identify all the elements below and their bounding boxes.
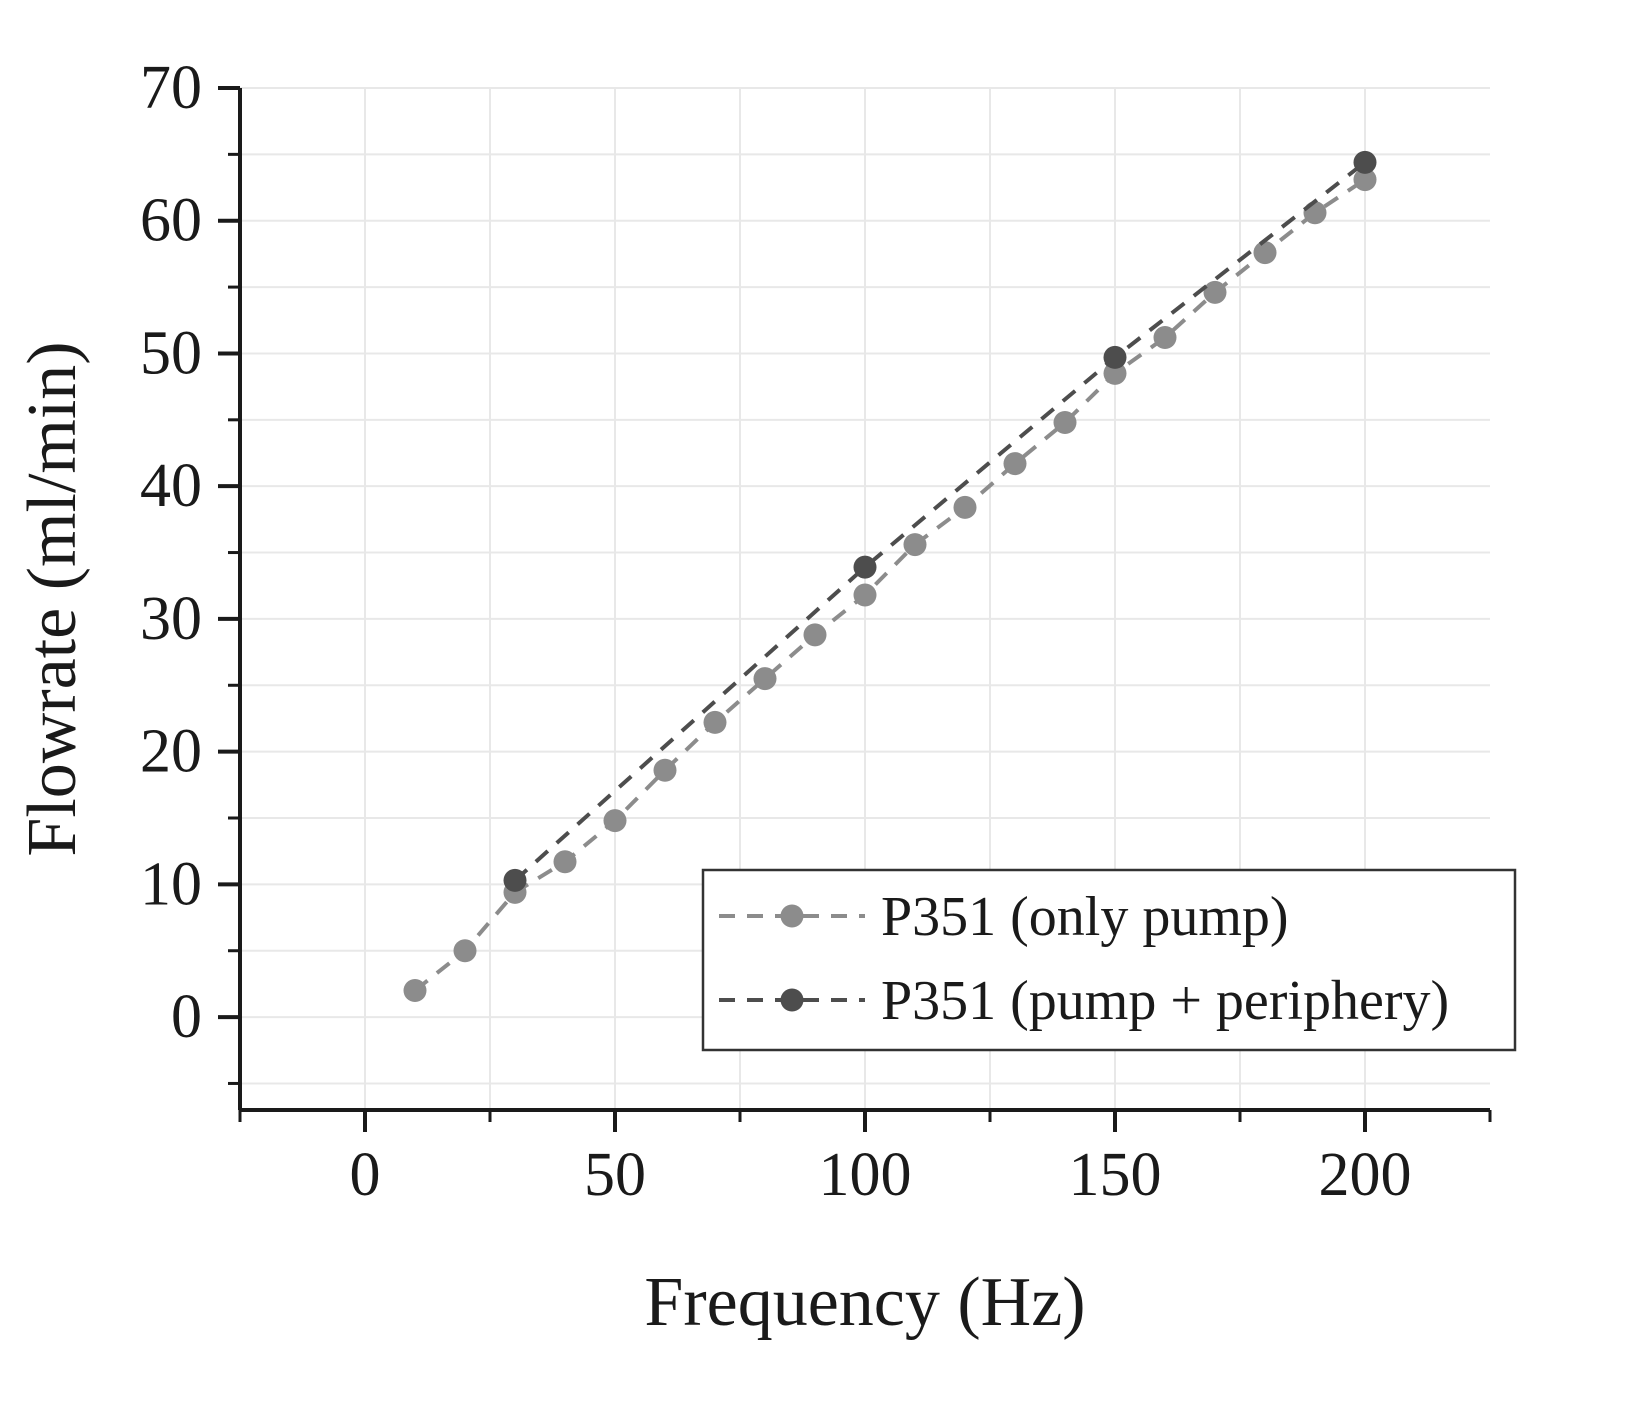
y-tick-label: 10: [140, 850, 202, 918]
y-axis-label: Flowrate (ml/min): [14, 341, 91, 856]
x-tick-label: 100: [819, 1141, 912, 1209]
data-point-p351-only-pump: [1103, 361, 1127, 385]
x-tick-label: 0: [350, 1141, 381, 1209]
y-tick-label: 70: [140, 54, 202, 122]
data-point-p351-only-pump: [603, 809, 627, 833]
data-point-p351-pump-periphery: [503, 868, 527, 892]
data-point-p351-only-pump: [1303, 201, 1327, 225]
data-point-p351-only-pump: [403, 979, 427, 1003]
data-point-p351-only-pump: [803, 623, 827, 647]
data-point-p351-only-pump: [953, 495, 977, 519]
y-tick-label: 0: [171, 983, 202, 1051]
data-point-p351-only-pump: [703, 710, 727, 734]
data-point-p351-only-pump: [1353, 168, 1377, 192]
y-tick-label: 40: [140, 452, 202, 520]
data-point-p351-only-pump: [903, 533, 927, 557]
data-point-p351-pump-periphery: [1353, 150, 1377, 174]
x-tick-label: 150: [1069, 1141, 1162, 1209]
y-tick-label: 20: [140, 718, 202, 786]
data-point-p351-only-pump: [1203, 280, 1227, 304]
data-point-p351-only-pump: [1003, 452, 1027, 476]
legend-label: P351 (pump + periphery): [881, 970, 1449, 1032]
y-tick-label: 30: [140, 585, 202, 653]
data-point-p351-only-pump: [453, 939, 477, 963]
data-point-p351-only-pump: [853, 583, 877, 607]
data-point-p351-only-pump: [553, 850, 577, 874]
x-tick-label: 200: [1319, 1141, 1412, 1209]
data-point-p351-only-pump: [653, 758, 677, 782]
x-axis: 0 50 100 150 200: [238, 1110, 1492, 1209]
data-point-p351-only-pump: [1153, 326, 1177, 350]
legend-marker: [780, 988, 804, 1012]
data-point-p351-only-pump: [1253, 241, 1277, 265]
y-tick-label: 50: [140, 319, 202, 387]
legend: P351 (only pump) P351 (pump + periphery): [701, 868, 1517, 1052]
series-p351-pump-periphery: [503, 150, 1377, 892]
data-point-p351-only-pump: [1053, 410, 1077, 434]
series-p351-only-pump: [403, 168, 1377, 1003]
data-point-p351-pump-periphery: [1103, 345, 1127, 369]
legend-marker: [780, 904, 804, 928]
x-axis-label: Frequency (Hz): [644, 1264, 1085, 1341]
data-point-p351-only-pump: [753, 667, 777, 691]
y-tick-label: 60: [140, 187, 202, 255]
x-tick-label: 50: [584, 1141, 646, 1209]
legend-label: P351 (only pump): [881, 886, 1289, 948]
y-axis: 0 10 20 30 40 50 60 70: [140, 54, 240, 1085]
data-point-p351-pump-periphery: [853, 555, 877, 579]
